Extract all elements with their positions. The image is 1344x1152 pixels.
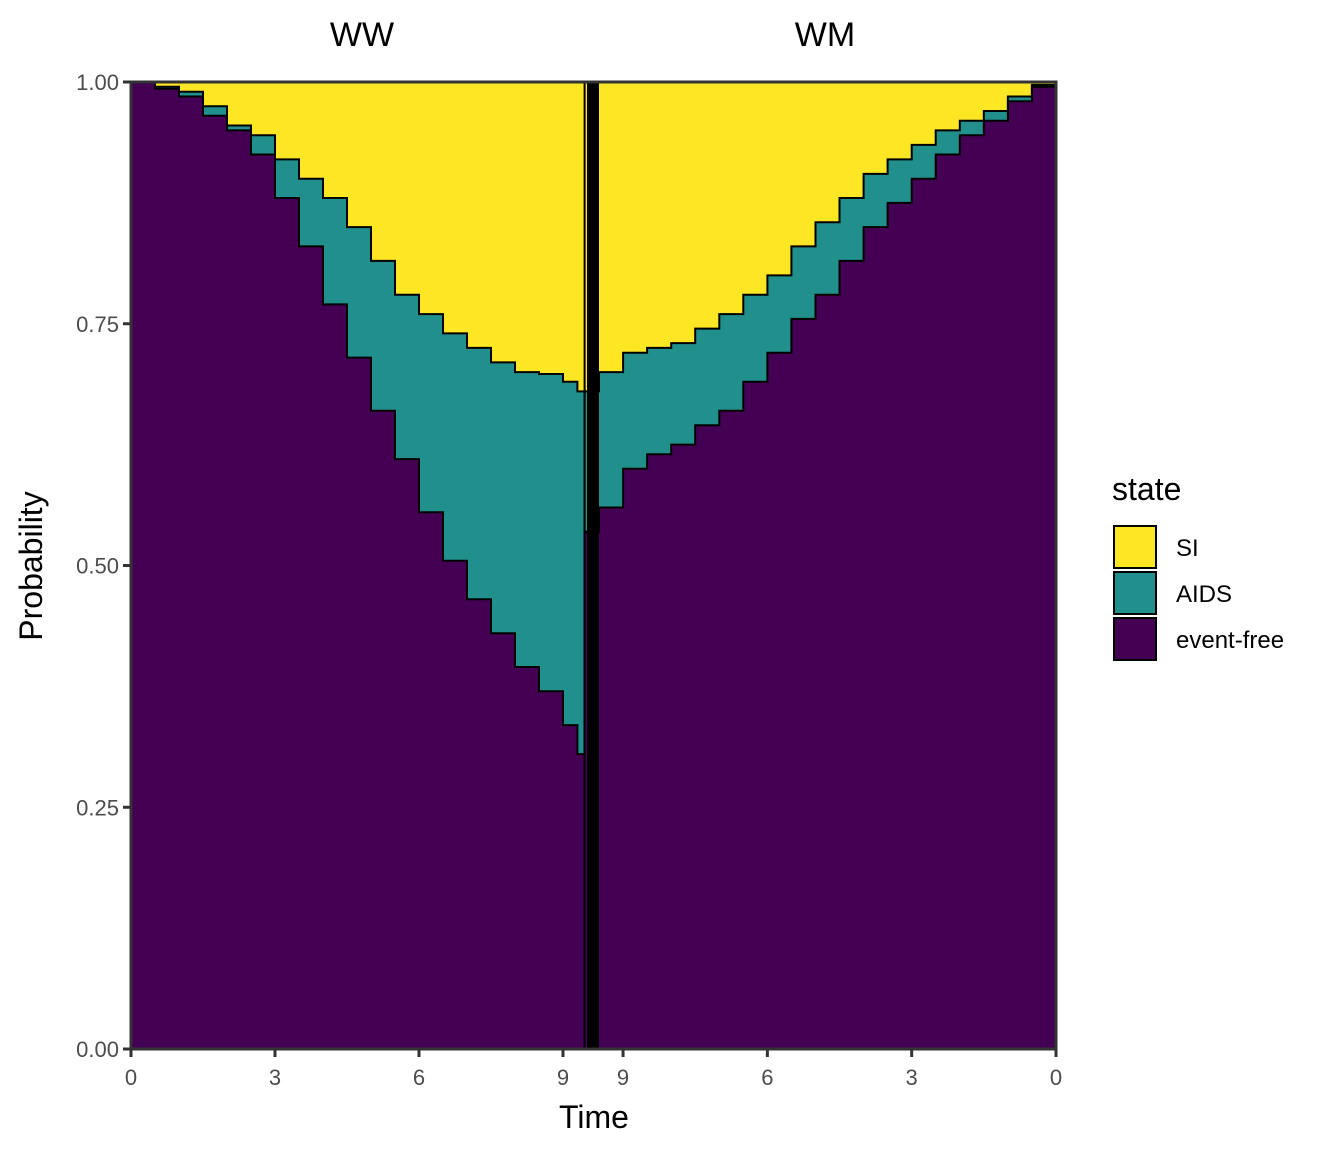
area-ww-event-free: [130, 81, 603, 1050]
panel-divider: [587, 82, 599, 1049]
facet-title-wm: WM: [795, 16, 855, 54]
x-tick-label-wm: 9: [617, 1065, 629, 1090]
x-tick-label-wm: 0: [1050, 1065, 1062, 1090]
y-tick-label: 0.75: [76, 312, 119, 337]
x-tick-label-ww: 6: [413, 1065, 425, 1090]
x-tick-label-ww: 3: [269, 1065, 281, 1090]
panel-ww: [130, 81, 603, 1050]
panel-wm: [583, 81, 1057, 1050]
y-axis-title: Probability: [13, 491, 49, 640]
legend-label-si: SI: [1176, 535, 1199, 562]
y-tick-label: 0.50: [76, 554, 119, 579]
y-tick-label: 0.25: [76, 795, 119, 820]
y-tick-label: 0.00: [76, 1037, 119, 1062]
x-tick-label-ww: 9: [557, 1065, 569, 1090]
area-wm-event-free: [583, 82, 1057, 1050]
legend-key-aids: [1113, 571, 1157, 615]
x-tick-label-wm: 6: [761, 1065, 773, 1090]
legend-key-event-free: [1113, 617, 1157, 661]
legend-title: state: [1112, 471, 1181, 507]
x-axis-title: Time: [559, 1099, 629, 1135]
legend-label-event-free: event-free: [1176, 627, 1284, 654]
legend-key-si: [1113, 525, 1157, 569]
y-tick-label: 1.00: [76, 70, 119, 95]
legend-label-aids: AIDS: [1176, 581, 1232, 608]
legend: state SI AIDS event-free: [1112, 471, 1284, 661]
x-tick-label-ww: 0: [125, 1065, 137, 1090]
facet-title-ww: WW: [330, 16, 394, 54]
axes: 0.00 0.25 0.50 0.75 1.00 0 3 6 9 0 3 6 9: [76, 70, 1062, 1090]
x-tick-label-wm: 3: [906, 1065, 918, 1090]
